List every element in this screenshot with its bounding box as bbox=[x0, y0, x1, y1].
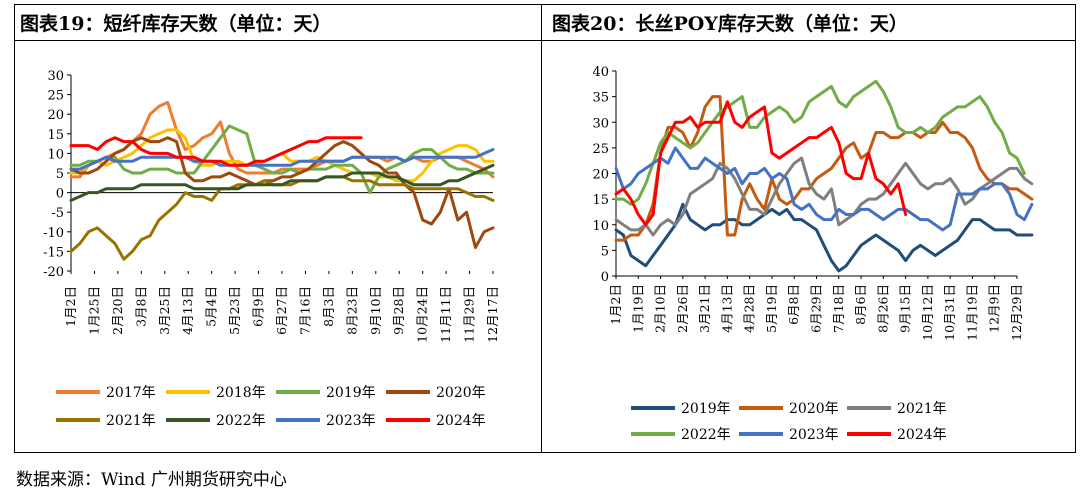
left-series-line-2020年 bbox=[69, 136, 495, 249]
left-x-tick-label: 11月29日 bbox=[462, 286, 477, 343]
right-y-tick-label: 15 bbox=[592, 193, 609, 208]
right-x-tick-label: 12月9日 bbox=[987, 284, 1002, 333]
right-y-tick-label: 30 bbox=[592, 116, 609, 131]
left-y-tick-label: -20 bbox=[43, 265, 64, 280]
left-y-tick-label: 10 bbox=[47, 147, 64, 162]
right-x-tick-label: 2月26日 bbox=[675, 284, 690, 333]
left-x-tick-label: 11月11日 bbox=[438, 286, 453, 343]
right-legend-label: 2022年 bbox=[681, 427, 731, 443]
left-x-tick-label: 5月4日 bbox=[204, 286, 219, 327]
right-series-line-2021年 bbox=[614, 156, 1034, 237]
right-x-tick-label: 7月18日 bbox=[831, 284, 846, 333]
title-divider bbox=[14, 40, 1076, 41]
right-x-tick-label: 4月13日 bbox=[719, 284, 734, 333]
left-legend-label: 2021年 bbox=[106, 413, 156, 429]
right-x-tick-label: 2月10日 bbox=[653, 284, 668, 333]
left-chart-title: 图表19：短纤库存天数（单位：天） bbox=[20, 13, 332, 35]
left-x-tick-label: 7月16日 bbox=[297, 286, 312, 335]
right-y-tick-label: 10 bbox=[592, 219, 609, 234]
left-series-line-2022年 bbox=[69, 163, 495, 202]
right-x-tick-label: 8月6日 bbox=[853, 284, 868, 325]
left-x-tick-label: 3月25日 bbox=[157, 286, 172, 335]
left-y-tick-label: 15 bbox=[47, 128, 64, 143]
right-y-tick-label: 5 bbox=[601, 244, 609, 259]
left-legend-label: 2024年 bbox=[436, 413, 486, 429]
source-note: 数据来源：Wind 广州期货研究中心 bbox=[16, 470, 287, 490]
right-legend-label: 2020年 bbox=[789, 401, 839, 417]
right-x-tick-label: 5月19日 bbox=[764, 284, 779, 333]
right-y-tick-label: 35 bbox=[592, 91, 609, 106]
left-x-tick-label: 3月8日 bbox=[133, 286, 148, 327]
left-legend-label: 2019年 bbox=[326, 385, 376, 401]
right-legend-label: 2021年 bbox=[897, 401, 947, 417]
left-chart-plot: -20 -15 -10 -5 0 5 10 15 20 25 30 1月2日 1月25日 2月20日 3月8… bbox=[43, 69, 500, 429]
right-chart-plot: 0 5 10 15 20 25 30 35 40 1月2日 1月19日 2月10日 2月26日 3月21日… bbox=[592, 65, 1034, 443]
left-y-tick-label: -15 bbox=[43, 245, 64, 260]
left-legend-label: 2018年 bbox=[216, 385, 266, 401]
left-x-tick-label: 6月27日 bbox=[274, 286, 289, 335]
left-x-tick-label: 2月20日 bbox=[110, 286, 125, 335]
right-series-line-2019年 bbox=[614, 202, 1034, 273]
right-y-tick-label: 25 bbox=[592, 142, 609, 157]
left-series-line-2024年 bbox=[69, 136, 363, 167]
right-y-tick-label: 20 bbox=[592, 168, 609, 183]
figure-frame bbox=[14, 4, 1076, 453]
left-legend-label: 2017年 bbox=[106, 385, 156, 401]
left-series-line-2019年 bbox=[69, 124, 495, 195]
right-y-tick-label: 0 bbox=[601, 270, 609, 285]
left-x-tick-label: 10月24日 bbox=[415, 286, 430, 343]
right-y-tick-label: 40 bbox=[592, 65, 609, 80]
left-y-tick-label: 30 bbox=[47, 69, 64, 84]
left-x-tick-label: 8月3日 bbox=[321, 286, 336, 327]
right-legend-label: 2024年 bbox=[897, 427, 947, 443]
right-series-line-2024年 bbox=[614, 100, 908, 227]
left-y-tick-label: 0 bbox=[56, 187, 64, 202]
right-x-tick-label: 4月28日 bbox=[742, 284, 757, 333]
left-x-tick-label: 6月9日 bbox=[251, 286, 266, 327]
panel-divider bbox=[541, 4, 542, 453]
left-x-tick-label: 12月17日 bbox=[485, 286, 500, 343]
right-x-tick-label: 6月8日 bbox=[786, 284, 801, 325]
left-series-line-2017年 bbox=[69, 100, 495, 179]
right-x-tick-label: 6月29日 bbox=[809, 284, 824, 333]
left-x-tick-label: 8月23日 bbox=[344, 286, 359, 335]
right-x-tick-label: 9月15日 bbox=[898, 284, 913, 333]
right-series-line-2023年 bbox=[614, 146, 1034, 232]
right-x-tick-label: 10月31日 bbox=[942, 284, 957, 341]
left-y-tick-label: 20 bbox=[47, 108, 64, 123]
right-legend-label: 2023年 bbox=[789, 427, 839, 443]
left-y-tick-label: -10 bbox=[43, 226, 64, 241]
left-y-tick-label: 25 bbox=[47, 89, 64, 104]
left-legend-label: 2020年 bbox=[436, 385, 486, 401]
left-x-tick-label: 5月23日 bbox=[227, 286, 242, 335]
left-series-line-2023年 bbox=[69, 148, 495, 171]
right-x-tick-label: 11月19日 bbox=[964, 284, 979, 341]
right-x-tick-label: 10月12日 bbox=[920, 284, 935, 341]
left-y-tick-label: -5 bbox=[51, 206, 64, 221]
left-legend-label: 2023年 bbox=[326, 413, 376, 429]
left-x-tick-label: 1月2日 bbox=[63, 286, 78, 327]
left-y-tick-label: 5 bbox=[56, 167, 64, 182]
right-x-tick-label: 3月21日 bbox=[697, 284, 712, 333]
right-x-tick-label: 12月29日 bbox=[1009, 284, 1024, 341]
right-series-line-2020年 bbox=[614, 95, 1034, 242]
right-x-tick-label: 8月26日 bbox=[875, 284, 890, 333]
right-x-tick-label: 1月19日 bbox=[630, 284, 645, 333]
right-series-line-2022年 bbox=[614, 79, 1026, 206]
left-x-tick-label: 9月10日 bbox=[368, 286, 383, 335]
left-x-tick-label: 1月25日 bbox=[86, 286, 101, 335]
left-legend-label: 2022年 bbox=[216, 413, 266, 429]
right-chart-title: 图表20：长丝POY库存天数（单位：天） bbox=[552, 13, 908, 35]
right-legend-label: 2019年 bbox=[681, 401, 731, 417]
left-x-tick-label: 4月13日 bbox=[180, 286, 195, 335]
right-x-tick-label: 1月2日 bbox=[608, 284, 623, 325]
left-x-tick-label: 9月28日 bbox=[391, 286, 406, 335]
